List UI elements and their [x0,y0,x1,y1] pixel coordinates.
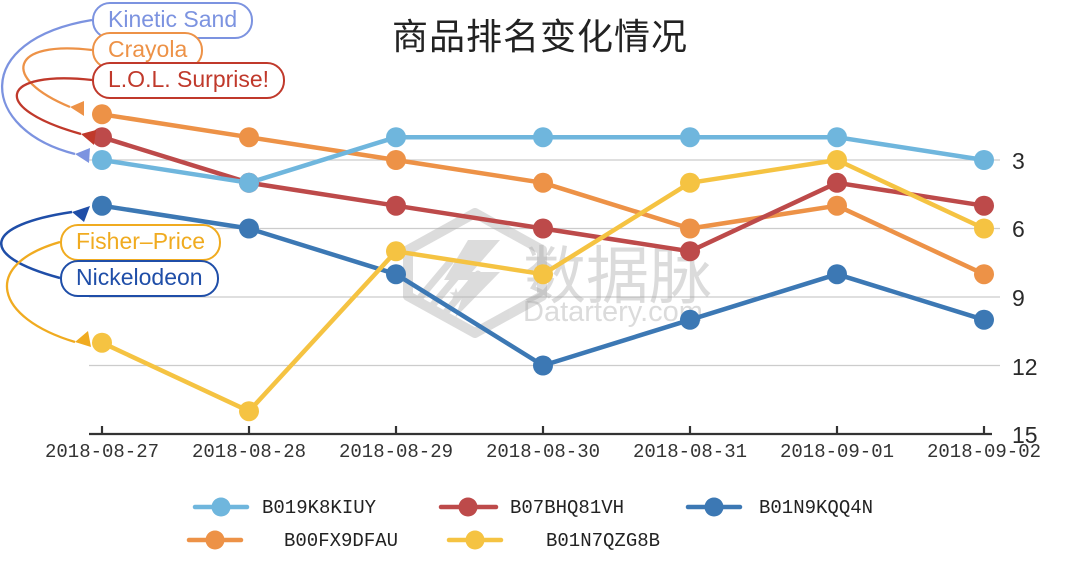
svg-text:★: ★ [448,285,463,304]
